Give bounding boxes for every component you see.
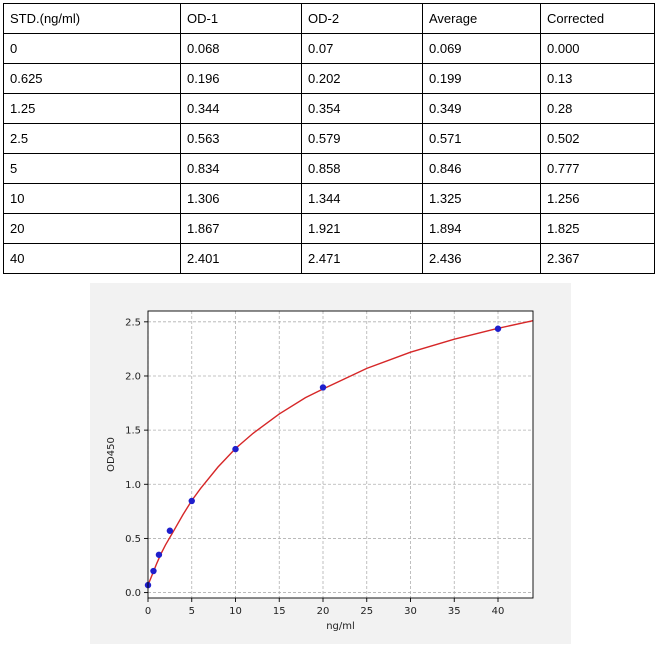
chart-canvas: 0 5 10 15 20 25 30 35 40 0.0 0.5 1.0 1.5 2.0 2.5 ng/ml O… [106, 310, 534, 632]
table-cell: 2.436 [422, 243, 541, 274]
x-axis-label: ng/ml [326, 621, 355, 632]
table-cell: 20 [3, 213, 181, 244]
table-cell: 0.196 [180, 63, 302, 94]
x-tick-label: 40 [492, 606, 505, 617]
x-tick-label: 35 [448, 606, 461, 617]
table-cell: 1.325 [422, 183, 541, 214]
table-cell: 1.256 [540, 183, 655, 214]
data-point [155, 551, 163, 558]
data-point [494, 325, 502, 332]
column-header: Corrected [540, 3, 655, 34]
table-row: 20 1.867 1.921 1.894 1.825 [3, 213, 655, 244]
table-cell: 2.5 [3, 123, 181, 154]
table-cell: 0.199 [422, 63, 541, 94]
column-header: OD-1 [180, 3, 302, 34]
table-cell: 0.28 [540, 93, 655, 124]
table-cell: 0.202 [301, 63, 423, 94]
table-cell: 0.344 [180, 93, 302, 124]
table-cell: 2.367 [540, 243, 655, 274]
table-row: 0 0.068 0.07 0.069 0.000 [3, 33, 655, 64]
table-cell: 1.25 [3, 93, 181, 124]
table-cell: 2.471 [301, 243, 423, 274]
data-point [319, 384, 327, 391]
table-cell: 5 [3, 153, 181, 184]
data-point [188, 497, 195, 505]
standards-table: STD.(ng/ml) OD-1 OD-2 Average Corrected 0 0.06… [3, 3, 655, 274]
column-header: Average [422, 3, 541, 34]
table-cell: 0.571 [422, 123, 541, 154]
x-tick-label: 25 [360, 606, 373, 617]
table-cell: 0.354 [301, 93, 423, 124]
table-cell: 1.867 [180, 213, 302, 244]
y-axis-label: OD450 [106, 437, 117, 472]
standard-curve-chart: 0 5 10 15 20 25 30 35 40 0.0 0.5 1.0 1.5 2.0 2.5 ng/ml O… [90, 283, 571, 644]
table-row: 40 2.401 2.471 2.436 2.367 [3, 243, 655, 274]
data-point [232, 445, 239, 453]
column-header: OD-2 [301, 3, 423, 34]
y-tick-label: 2.5 [125, 317, 141, 328]
x-tick-label: 15 [273, 606, 286, 617]
table-cell: 0.777 [540, 153, 655, 184]
table-cell: 0.846 [422, 153, 541, 184]
table-cell: 0.000 [540, 33, 655, 64]
table-cell: 0.834 [180, 153, 302, 184]
x-tick-label: 30 [404, 606, 417, 617]
fit-curve [147, 320, 534, 586]
table-header-row: STD.(ng/ml) OD-1 OD-2 Average Corrected [3, 3, 655, 34]
table-cell: 0.563 [180, 123, 302, 154]
x-tick-label: 20 [317, 606, 330, 617]
plot-frame [147, 310, 534, 599]
table-cell: 0.349 [422, 93, 541, 124]
table-row: 0.625 0.196 0.202 0.199 0.13 [3, 63, 655, 94]
table-cell: 1.825 [540, 213, 655, 244]
table-row: 2.5 0.563 0.579 0.571 0.502 [3, 123, 655, 154]
x-tick-label: 10 [229, 606, 242, 617]
table-cell: 0.07 [301, 33, 423, 64]
y-tick-label: 2.0 [125, 371, 141, 382]
y-tick-label: 1.5 [125, 426, 141, 437]
table-cell: 0.069 [422, 33, 541, 64]
data-point [150, 567, 157, 575]
plot-area [148, 311, 533, 598]
table-cell: 0.068 [180, 33, 302, 64]
y-tick-label: 0.5 [125, 534, 141, 545]
table-cell: 1.894 [422, 213, 541, 244]
table-cell: 0.13 [540, 63, 655, 94]
table-cell: 1.306 [180, 183, 302, 214]
table-cell: 0.502 [540, 123, 655, 154]
x-tick-label: 0 [145, 606, 151, 617]
table-cell: 10 [3, 183, 181, 214]
table-row: 10 1.306 1.344 1.325 1.256 [3, 183, 655, 214]
table-cell: 40 [3, 243, 181, 274]
y-tick-label: 1.0 [125, 480, 141, 491]
y-tick-label: 0.0 [125, 588, 141, 599]
table-row: 1.25 0.344 0.354 0.349 0.28 [3, 93, 655, 124]
table-row: 5 0.834 0.858 0.846 0.777 [3, 153, 655, 184]
data-point [166, 527, 174, 534]
table-cell: 0.625 [3, 63, 181, 94]
table-cell: 1.344 [301, 183, 423, 214]
table-cell: 0.858 [301, 153, 423, 184]
x-tick-label: 5 [189, 606, 195, 617]
table-cell: 0.579 [301, 123, 423, 154]
column-header: STD.(ng/ml) [3, 3, 181, 34]
table-cell: 0 [3, 33, 181, 64]
table-cell: 2.401 [180, 243, 302, 274]
table-cell: 1.921 [301, 213, 423, 244]
